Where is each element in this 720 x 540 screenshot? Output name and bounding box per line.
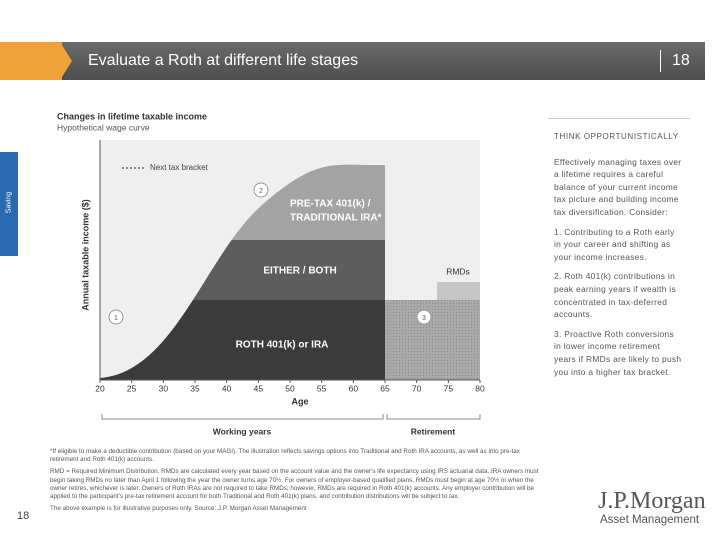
side-tab bbox=[0, 152, 18, 256]
sidebar-paragraph: Effectively managing taxes over a lifeti… bbox=[554, 156, 682, 217]
marker-label: 2 bbox=[259, 188, 263, 195]
region-label: PRE-TAX 401(k) / bbox=[290, 199, 371, 210]
period-label: Working years bbox=[213, 426, 272, 436]
chart-title: Changes in lifetime taxable income bbox=[57, 111, 207, 121]
x-tick-label: 20 bbox=[95, 383, 105, 393]
chart: Changes in lifetime taxable income Hypot… bbox=[57, 111, 485, 436]
sidebar-paragraph: 2. Roth 401(k) contributions in peak ear… bbox=[554, 271, 676, 320]
x-tick-label: 65 bbox=[380, 383, 390, 393]
logo-subtitle: Asset Management bbox=[600, 514, 700, 526]
period-bracket bbox=[386, 414, 481, 420]
period-bracket bbox=[101, 414, 384, 420]
footnotes: *If eligible to make a deductible contri… bbox=[50, 448, 545, 517]
header-divider bbox=[660, 50, 661, 72]
sidebar-heading: THINK OPPORTUNISTICALLY bbox=[554, 132, 679, 141]
header-arrow bbox=[60, 42, 72, 80]
logo: J.P.Morgan bbox=[598, 488, 706, 514]
x-tick-label: 50 bbox=[285, 383, 295, 393]
x-axis-label: Age bbox=[291, 396, 308, 406]
header-accent bbox=[0, 42, 62, 80]
header-title: Evaluate a Roth at different life stages bbox=[88, 52, 359, 69]
marker-label: 1 bbox=[114, 315, 118, 322]
marker: 3 bbox=[416, 309, 432, 325]
x-tick-label: 45 bbox=[254, 383, 264, 393]
x-tick-label: 30 bbox=[159, 383, 169, 393]
sidebar-paragraph: 3. Proactive Roth conversions in lower i… bbox=[554, 328, 682, 377]
region-label: EITHER / BOTH bbox=[263, 266, 336, 277]
rmd-block bbox=[437, 282, 480, 300]
period-label: Retirement bbox=[411, 426, 456, 436]
footnote: *If eligible to make a deductible contri… bbox=[50, 448, 520, 464]
sidebar: THINK OPPORTUNISTICALLY Effectively mana… bbox=[554, 131, 682, 385]
footnote: RMD = Required Minimum Distribution. RMD… bbox=[50, 468, 539, 501]
footer-page-number: 18 bbox=[17, 510, 30, 522]
region-label: TRADITIONAL IRA* bbox=[290, 213, 382, 224]
footnote: The above example is for illustrative pu… bbox=[50, 505, 307, 513]
x-tick-label: 60 bbox=[349, 383, 359, 393]
sidebar-rule bbox=[548, 118, 690, 119]
sidebar-paragraph: 1. Contributing to a Roth early in your … bbox=[554, 226, 675, 262]
x-tick-label: 35 bbox=[190, 383, 200, 393]
x-tick-label: 25 bbox=[127, 383, 137, 393]
x-tick-label: 75 bbox=[444, 383, 454, 393]
marker: 2 bbox=[253, 182, 269, 198]
legend-label: Next tax bracket bbox=[150, 163, 209, 172]
marker-label: 3 bbox=[422, 315, 426, 322]
y-axis-label: Annual taxable income ($) bbox=[80, 199, 90, 311]
region-label: ROTH 401(k) or IRA bbox=[236, 340, 329, 351]
header-bar bbox=[0, 42, 705, 80]
header-page-number: 18 bbox=[672, 52, 690, 69]
marker: 1 bbox=[108, 309, 124, 325]
x-tick-label: 80 bbox=[475, 383, 485, 393]
x-tick-label: 70 bbox=[412, 383, 422, 393]
region-label: RMDs bbox=[446, 266, 470, 276]
x-tick-label: 55 bbox=[317, 383, 327, 393]
chart-subtitle: Hypothetical wage curve bbox=[57, 122, 150, 132]
x-tick-label: 40 bbox=[222, 383, 232, 393]
retirement-block bbox=[385, 300, 480, 380]
